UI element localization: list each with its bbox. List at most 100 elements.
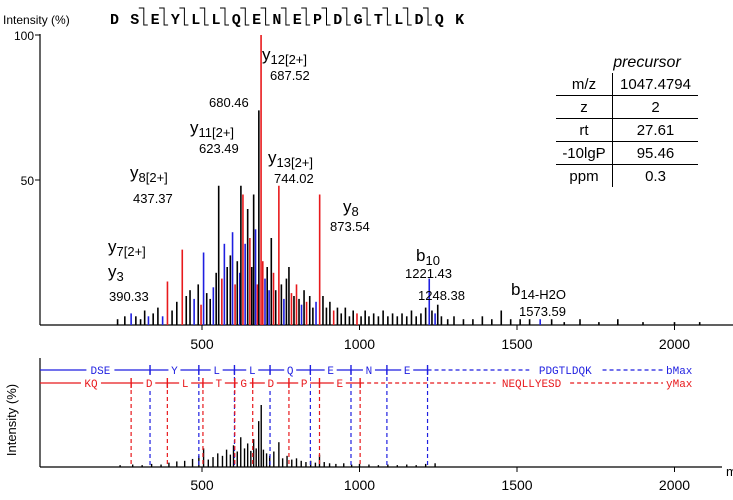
y-tick-label: 50 xyxy=(21,174,35,188)
ion-label: y8[2+] xyxy=(130,163,168,185)
ladder-residue-label: E xyxy=(404,366,411,378)
residue-letter: S xyxy=(130,12,139,29)
ion-subscript: 10 xyxy=(425,253,439,268)
fragment-bracket xyxy=(362,7,372,26)
ladder-residue-label: E xyxy=(337,379,344,391)
ladder-residue-label: Y xyxy=(171,366,178,378)
ladder-residue-label: L xyxy=(182,379,189,391)
ladder-end-text: NEQLLYESD xyxy=(502,379,562,391)
x-tick-label: 1000 xyxy=(344,336,375,352)
residue-letter: Q xyxy=(232,12,241,29)
y-axis-label: Intensity (%) xyxy=(3,13,70,27)
fragment-bracket xyxy=(280,7,290,26)
ion-subscript: 13[2+] xyxy=(277,155,314,170)
ladder-label-bg xyxy=(80,376,101,388)
fragment-bracket xyxy=(423,7,432,26)
residue-letter: T xyxy=(374,12,383,29)
residue-letter: E xyxy=(293,12,302,29)
residue-letter: K xyxy=(455,12,464,29)
residue-letter: E xyxy=(151,12,160,29)
precursor-key: -10lgP xyxy=(556,141,613,165)
ladder-label-bg xyxy=(333,376,346,388)
peak-mz-label: 623.49 xyxy=(199,141,239,156)
ladder-residue-label: Q xyxy=(287,366,294,378)
ion-label: y12[2+] xyxy=(262,45,307,67)
peak-mz-label: 437.37 xyxy=(133,191,173,206)
residue-letter: E xyxy=(252,12,261,29)
precursor-row: -10lgP 95.46 xyxy=(556,141,698,165)
ladder-end-bg xyxy=(495,376,568,388)
fragment-bracket xyxy=(138,7,148,26)
precursor-key: z xyxy=(556,95,613,119)
ion-subscript: 11[2+] xyxy=(199,125,235,140)
peak-mz-label: 1248.38 xyxy=(418,288,465,303)
ion-label: y13[2+] xyxy=(268,148,313,170)
ion-subscript: 8 xyxy=(352,204,359,219)
ladder-residue-label: D xyxy=(268,379,275,391)
ladder-label-bg xyxy=(86,363,115,375)
fragment-bracket xyxy=(220,7,229,26)
ion-label: y11[2+] xyxy=(190,118,234,140)
ion-label: b10 xyxy=(416,246,440,268)
fragment-bracket xyxy=(341,7,351,26)
fragment-bracket xyxy=(179,7,189,26)
y-tick-label: 100 xyxy=(14,29,34,43)
ladder-label-bg xyxy=(246,363,259,375)
precursor-row: ppm 0.3 xyxy=(556,164,698,187)
ladder-label-bg xyxy=(264,376,277,388)
ladder-end-bg xyxy=(529,363,602,375)
x-tick-label: 500 xyxy=(190,336,214,352)
ion-subscript: 3 xyxy=(117,269,124,284)
residue-letter: G xyxy=(354,12,363,29)
precursor-value: 1047.4794 xyxy=(612,73,698,96)
ladder-label-bg xyxy=(212,376,225,388)
ladder-label-bg xyxy=(298,376,311,388)
precursor-value: 0.3 xyxy=(645,167,666,185)
b-ion-ladder: DSE Y L L Q E N E PDGTLDQK bMax xyxy=(40,363,693,467)
ladder-end-text: PDGTLDQK xyxy=(539,366,592,378)
precursor-key: m/z xyxy=(556,73,613,96)
ion-label: y7[2+] xyxy=(108,237,146,259)
precursor-key: ppm xyxy=(556,164,613,187)
ladder-label-bg xyxy=(179,376,192,388)
x-tick-label: 1500 xyxy=(501,336,532,352)
ladder-label-bg xyxy=(324,363,337,375)
precursor-row: m/z 1047.4794 xyxy=(556,73,698,96)
ladder-max-label: yMax xyxy=(666,379,693,391)
fragment-bracket xyxy=(382,7,392,26)
fragment-bracket xyxy=(199,7,209,26)
precursor-value: 27.61 xyxy=(612,118,698,142)
fragment-bracket xyxy=(321,7,331,26)
ion-subscript: 12[2+] xyxy=(271,52,308,67)
ladder-label-bg xyxy=(143,376,156,388)
x-tick-label: 2000 xyxy=(659,336,690,352)
bottom-x-tick-label: 1500 xyxy=(501,477,532,493)
peak-mz-label: 390.33 xyxy=(109,289,149,304)
peak-mz-label: 1573.59 xyxy=(519,304,566,319)
residue-letter: L xyxy=(212,12,221,29)
residue-letter: Q xyxy=(435,12,444,29)
ladder-residue-label: D xyxy=(146,379,153,391)
precursor-row: rt 27.61 xyxy=(556,118,698,142)
ladder-residue-label: T xyxy=(216,379,223,391)
bottom-y-axis-label: Intensity (%) xyxy=(4,384,19,456)
ladder-max-label: bMax xyxy=(666,366,693,378)
residue-letter: L xyxy=(394,12,403,29)
y-ion-ladder: KQ D L T G D P E NEQLLYESD yMax xyxy=(40,376,693,467)
ladder-label-bg xyxy=(168,363,181,375)
fragment-bracket xyxy=(402,7,412,26)
ion-label: b14-H2O xyxy=(511,280,566,302)
ladder-residue-label: E xyxy=(327,366,334,378)
residue-letter: P xyxy=(313,12,322,29)
ion-subscript: 7[2+] xyxy=(117,244,146,259)
precursor-value: 2 xyxy=(612,95,698,119)
ladder-label-bg xyxy=(362,363,375,375)
residue-letter: L xyxy=(191,12,200,29)
residue-letter: Y xyxy=(171,12,180,29)
residue-letter: D xyxy=(333,12,342,29)
ladder-residue-label: L xyxy=(213,366,220,378)
precursor-value: 95.46 xyxy=(612,141,698,165)
